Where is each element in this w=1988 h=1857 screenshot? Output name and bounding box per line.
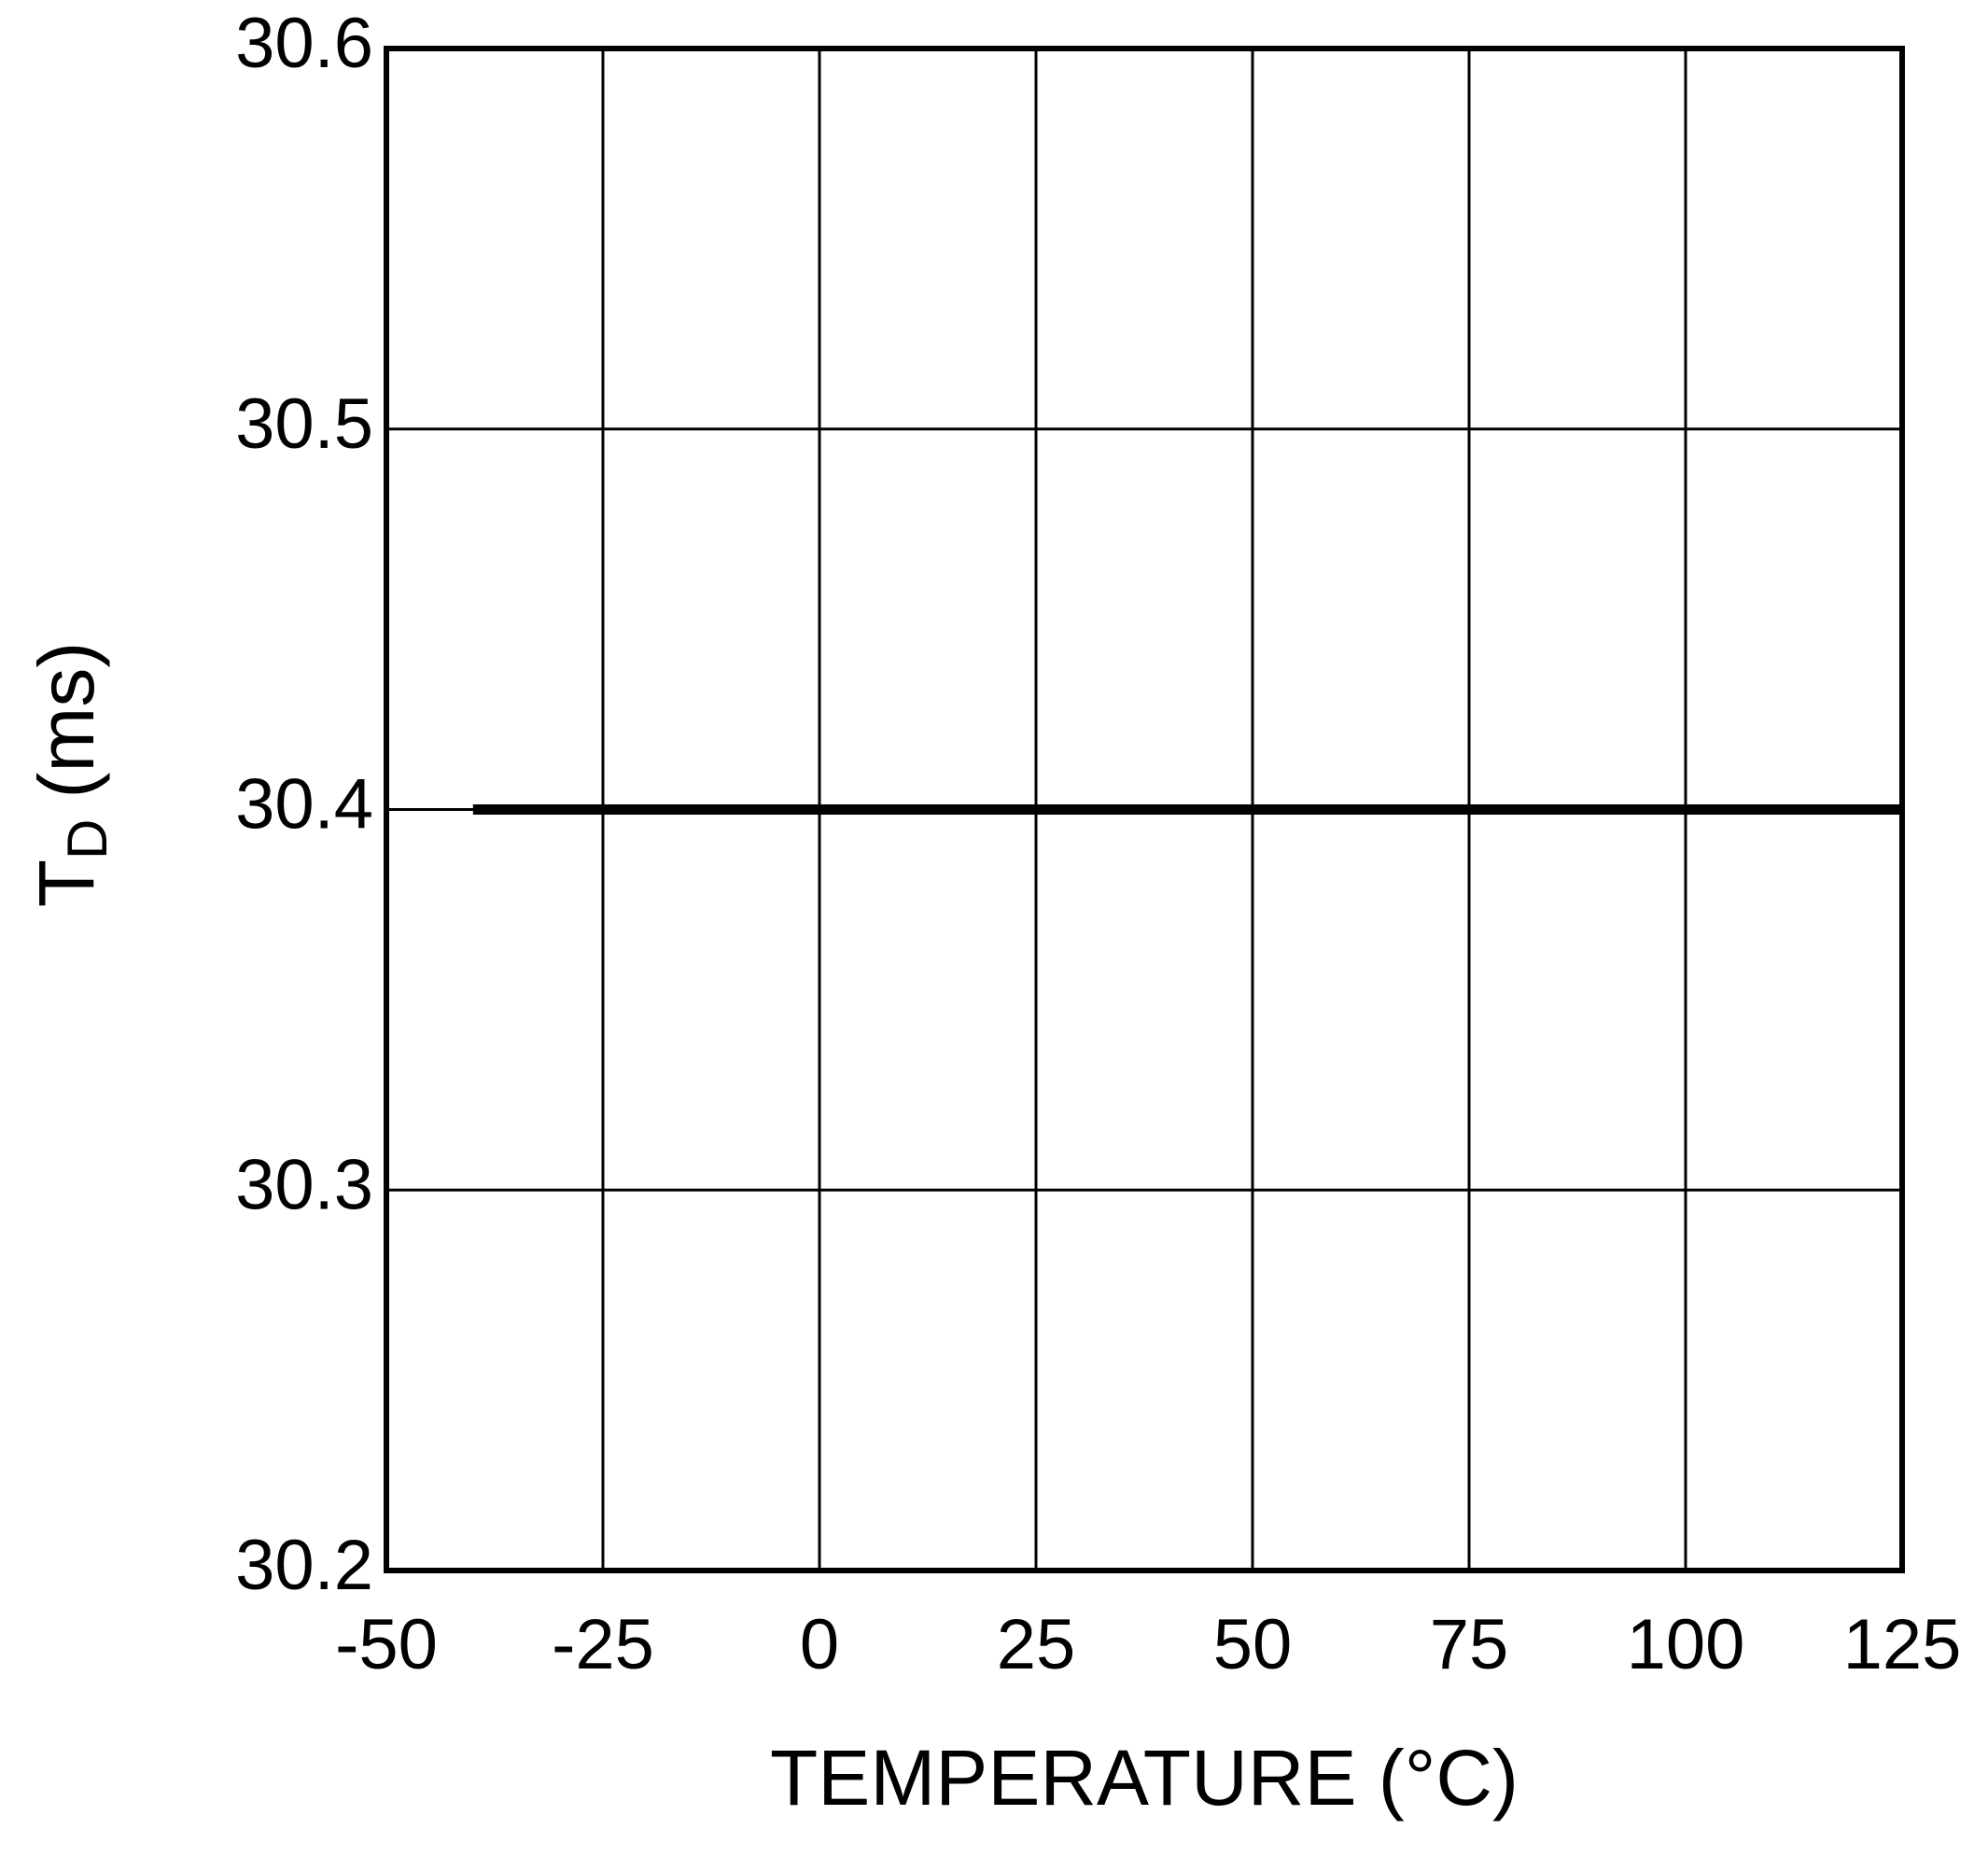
y-axis-label-subscript: D [56,819,119,859]
y-axis-label: TD (ms) [22,642,119,908]
x-tick-label: -50 [335,1605,438,1684]
y-tick-label: 30.4 [235,765,373,845]
x-tick-label: 125 [1843,1605,1962,1684]
y-axis-label-main: T [22,859,110,907]
y-tick-label: 30.3 [235,1145,373,1224]
x-tick-label: 25 [997,1605,1076,1684]
x-tick-label: 50 [1213,1605,1293,1684]
x-tick-label: 75 [1430,1605,1509,1684]
y-tick-label: 30.6 [235,4,373,83]
x-tick-label: -25 [552,1605,654,1684]
x-tick-label: 100 [1627,1605,1745,1684]
x-axis-label: TEMPERATURE (°C) [770,1734,1519,1822]
x-tick-label: 0 [800,1605,839,1684]
y-axis-label-unit: (ms) [22,642,110,799]
y-tick-label: 30.2 [235,1526,373,1605]
y-tick-label: 30.5 [235,384,373,464]
